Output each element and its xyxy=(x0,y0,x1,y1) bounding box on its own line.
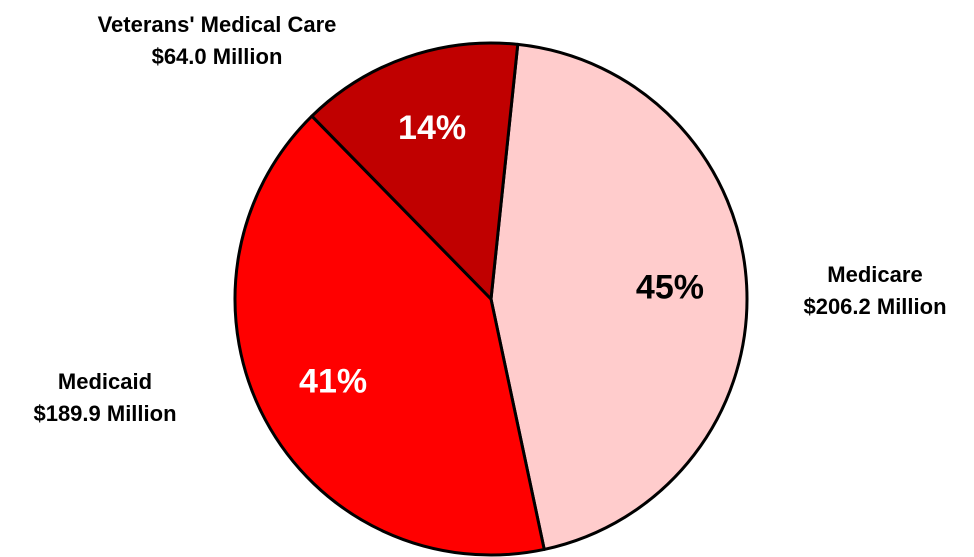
category-label: Veterans' Medical Care xyxy=(98,12,337,37)
category-label: Medicaid xyxy=(58,369,152,394)
pie-slice xyxy=(310,41,520,301)
amount-label: $189.9 Million xyxy=(33,401,176,426)
pie-slice xyxy=(489,42,749,551)
amount-label: $206.2 Million xyxy=(803,294,946,319)
percent-label: 14% xyxy=(398,109,466,147)
pie-slice xyxy=(233,114,546,557)
percent-label: 45% xyxy=(636,269,704,307)
percent-label: 41% xyxy=(299,363,367,401)
amount-label: $64.0 Million xyxy=(152,44,283,69)
category-label: Medicare xyxy=(827,262,922,287)
